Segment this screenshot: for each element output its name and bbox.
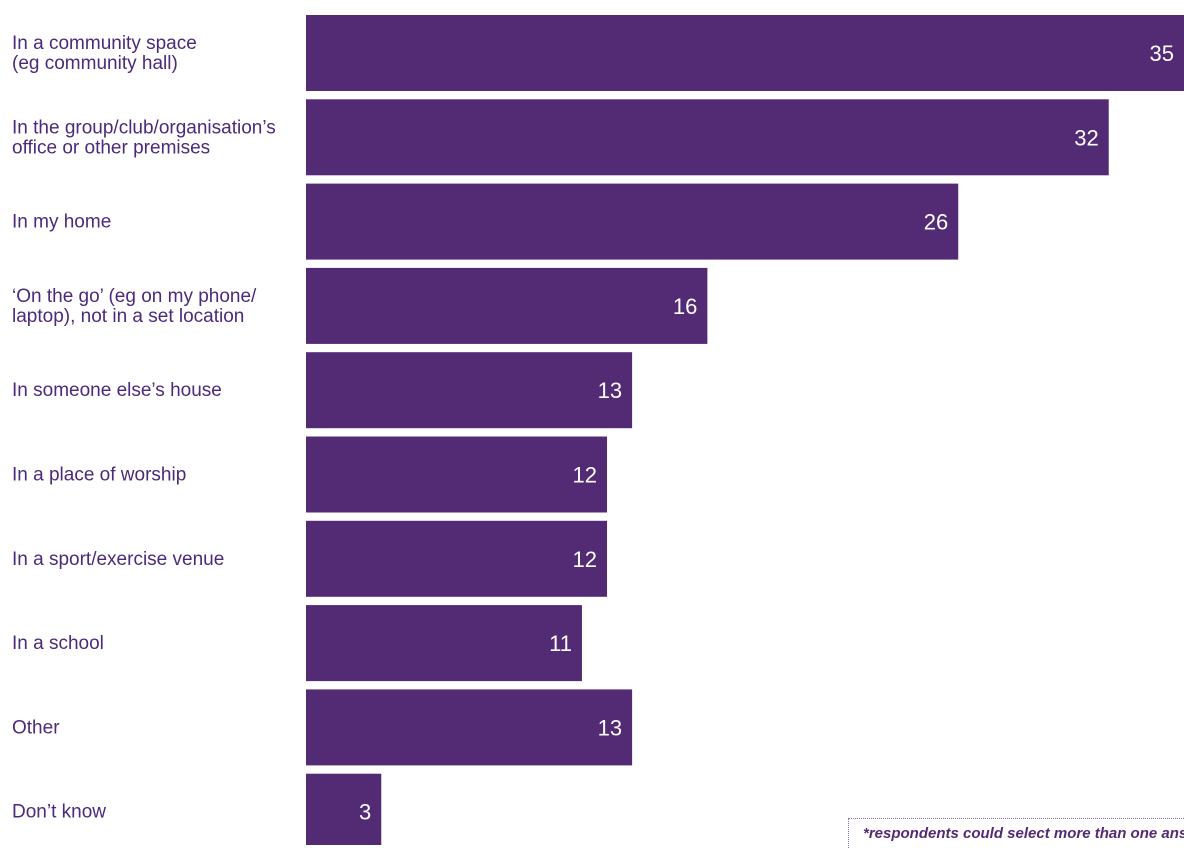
bar-value-label: 13 — [598, 715, 622, 740]
category-label-line: In a sport/exercise venue — [12, 549, 224, 570]
category-label: In a sport/exercise venue — [12, 549, 224, 570]
category-label: Don’t know — [12, 802, 106, 823]
category-label: In the group/club/organisation’s office o… — [12, 117, 276, 158]
category-label: In someone else’s house — [12, 380, 222, 401]
category-label-line: In the group/club/organisation’s — [12, 117, 276, 138]
bar — [306, 436, 608, 513]
bar — [306, 352, 633, 429]
category-label-line: In my home — [12, 212, 111, 233]
category-label-line: In a school — [12, 633, 104, 654]
category-label: Other — [12, 717, 60, 738]
bar-value-label: 26 — [924, 210, 948, 235]
category-label-line: laptop), not in a set location — [12, 306, 244, 327]
footnote-box: *respondents could select more than one … — [848, 818, 1184, 848]
bar-value-label: 35 — [1150, 41, 1174, 66]
category-label: ‘On the go’ (eg on my phone/laptop), not… — [12, 286, 257, 327]
bar — [306, 773, 382, 845]
bar — [306, 99, 1109, 176]
category-label-line: office or other premises — [12, 137, 210, 158]
category-label-line: In someone else’s house — [12, 380, 222, 401]
category-label-line: Other — [12, 717, 60, 738]
category-label: In a community space (eg community hall) — [12, 33, 197, 74]
bar — [306, 15, 1184, 91]
bar — [306, 183, 959, 260]
bar-value-label: 16 — [673, 294, 697, 319]
bar — [306, 689, 633, 766]
category-label-line: ‘On the go’ (eg on my phone/ — [12, 286, 257, 307]
category-label-line: (eg community hall) — [12, 53, 178, 74]
category-label-line: Don’t know — [12, 802, 106, 823]
category-label: In a place of worship — [12, 465, 186, 486]
bar — [306, 520, 608, 597]
bar-value-label: 13 — [598, 378, 622, 403]
bar-value-label: 12 — [573, 547, 597, 572]
bar-value-label: 3 — [359, 800, 371, 825]
bar — [306, 267, 708, 344]
category-label: In a school — [12, 633, 104, 654]
category-label-line: In a place of worship — [12, 465, 186, 486]
bar-value-label: 12 — [573, 463, 597, 488]
footnote: *respondents could select more than one … — [863, 825, 1184, 842]
category-label: In my home — [12, 212, 111, 233]
category-label-line: In a community space — [12, 33, 197, 54]
bar-value-label: 11 — [549, 631, 572, 656]
bar-value-label: 32 — [1074, 125, 1098, 150]
bar — [306, 605, 582, 682]
